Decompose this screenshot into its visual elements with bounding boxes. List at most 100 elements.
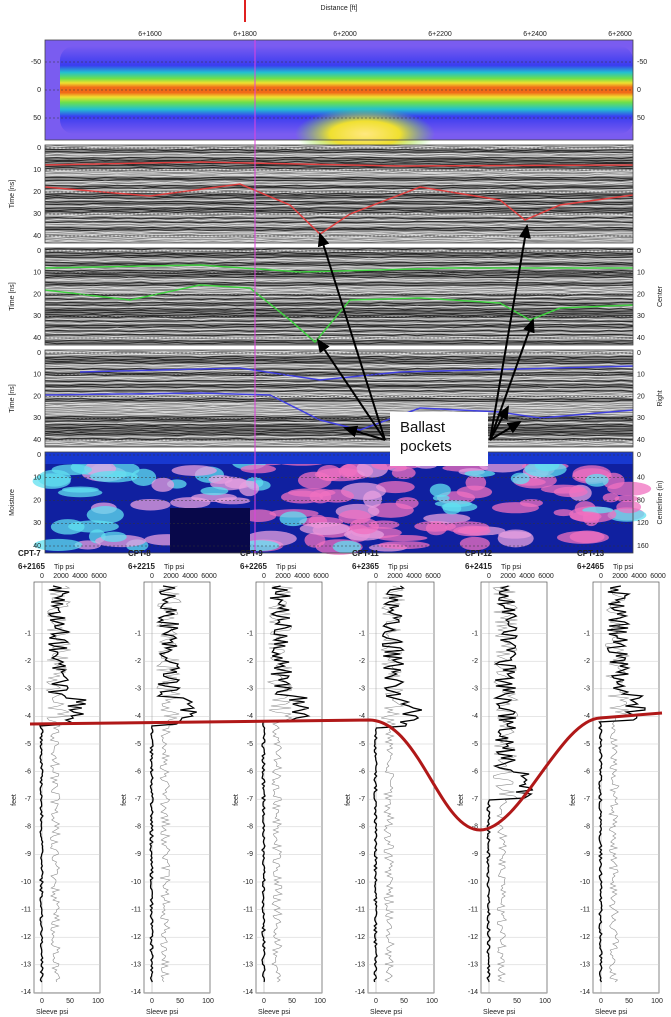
radar-texture [44,210,634,214]
depth-tick: -8 [25,824,31,831]
y-tick-label-right: 0 [637,452,641,459]
y-tick-label: 40 [33,335,41,342]
depth-tick: -14 [580,989,590,996]
radar-texture [44,174,634,178]
arrow [489,420,522,441]
tip-tick: 4000 [631,573,647,580]
radar-texture [44,301,634,305]
tip-label: Tip psi [388,564,409,571]
y-tick-label: 0 [37,350,41,357]
sleeve-label: Sleeve psi [36,1009,69,1016]
radar-texture [44,349,634,353]
moisture-blob [553,486,588,498]
cpt-frame [143,581,211,994]
depth-tick: -3 [25,686,31,693]
radar-texture [44,389,634,393]
moisture-blob [340,463,358,477]
y-tick-label-right: 40 [637,475,645,482]
moisture-blob [338,509,371,525]
depth-tick: -6 [25,768,31,775]
tip-tick: 6000 [201,573,217,580]
depth-tick: -9 [472,851,478,858]
radar-texture [44,317,634,321]
radar-texture [44,309,634,313]
y-tick-label: 40 [33,233,41,240]
y-axis-label: Time [ns] [9,282,16,311]
panel-frame [44,349,634,448]
depth-tick: -7 [359,796,365,803]
annotation-text: pockets [400,438,452,455]
radar-texture [44,313,634,317]
depth-tick: -2 [472,658,478,665]
depth-tick: -8 [247,824,253,831]
radar-texture [44,443,633,447]
depth-tick: -8 [359,824,365,831]
radar-texture [44,206,634,210]
y-tick-label-right: 80 [637,497,645,504]
radar-texture [44,325,634,329]
tip-tick: 0 [487,573,491,580]
moisture-blob [498,531,532,539]
x-tick-label: 6+1600 [138,31,162,38]
moisture-blob [130,498,171,511]
tip-tick: 0 [262,573,266,580]
radar-texture [44,397,634,401]
radar-texture [44,407,634,411]
moisture-blob [553,509,574,517]
depth-tick: -7 [247,796,253,803]
radar-texture [44,202,634,206]
radar-texture [44,365,634,369]
moisture-blob [510,472,530,485]
tip-tick: 2000 [387,573,403,580]
tip-tick: 4000 [294,573,310,580]
radar-texture [44,200,634,204]
moisture-blob [607,508,647,522]
y-tick-label: 10 [33,372,41,379]
depth-tick: -2 [359,658,365,665]
y-tick-label: 40 [33,543,41,550]
depth-label: feet [121,794,128,806]
depth-tick: -9 [25,851,31,858]
depth-tick: -6 [135,768,141,775]
depth-tick: -12 [131,934,141,941]
radar-texture [44,156,634,160]
depth-tick: -6 [472,768,478,775]
tip-tick: 2000 [275,573,291,580]
depth-tick: -12 [21,934,31,941]
radar-texture [44,379,634,383]
depth-tick: -10 [468,879,478,886]
radar-texture [44,275,634,279]
sleeve-label: Sleeve psi [258,1009,291,1016]
radar-texture [44,281,634,285]
tip-tick: 6000 [425,573,441,580]
radar-texture [44,341,634,345]
panel-frame [44,247,634,346]
sleeve-tick: 100 [651,998,663,1005]
depth-tick: -13 [131,962,141,969]
y-tick-label: 10 [33,270,41,277]
tip-trace [373,585,423,983]
depth-tick: -9 [247,851,253,858]
sleeve-tick: 50 [513,998,521,1005]
depth-tick: -1 [247,630,253,637]
y-tick-label: 0 [37,452,41,459]
radar-texture [44,285,634,289]
radar-texture [44,381,634,385]
radar-texture [44,152,634,156]
tip-trace [38,585,87,983]
radar-texture [44,192,634,196]
sleeve-tick: 0 [262,998,266,1005]
y-tick-label: 20 [33,393,41,400]
radar-texture [44,204,634,208]
radar-texture [44,321,634,325]
moisture-blob [459,536,490,551]
radar-texture [44,339,634,343]
horizon-line [44,161,634,167]
depth-tick: -3 [584,686,590,693]
depth-tick: -1 [472,630,478,637]
x-axis-title: Distance [ft] [321,5,358,12]
depth-tick: -7 [135,796,141,803]
radar-texture [44,315,633,319]
depth-tick: -2 [247,658,253,665]
